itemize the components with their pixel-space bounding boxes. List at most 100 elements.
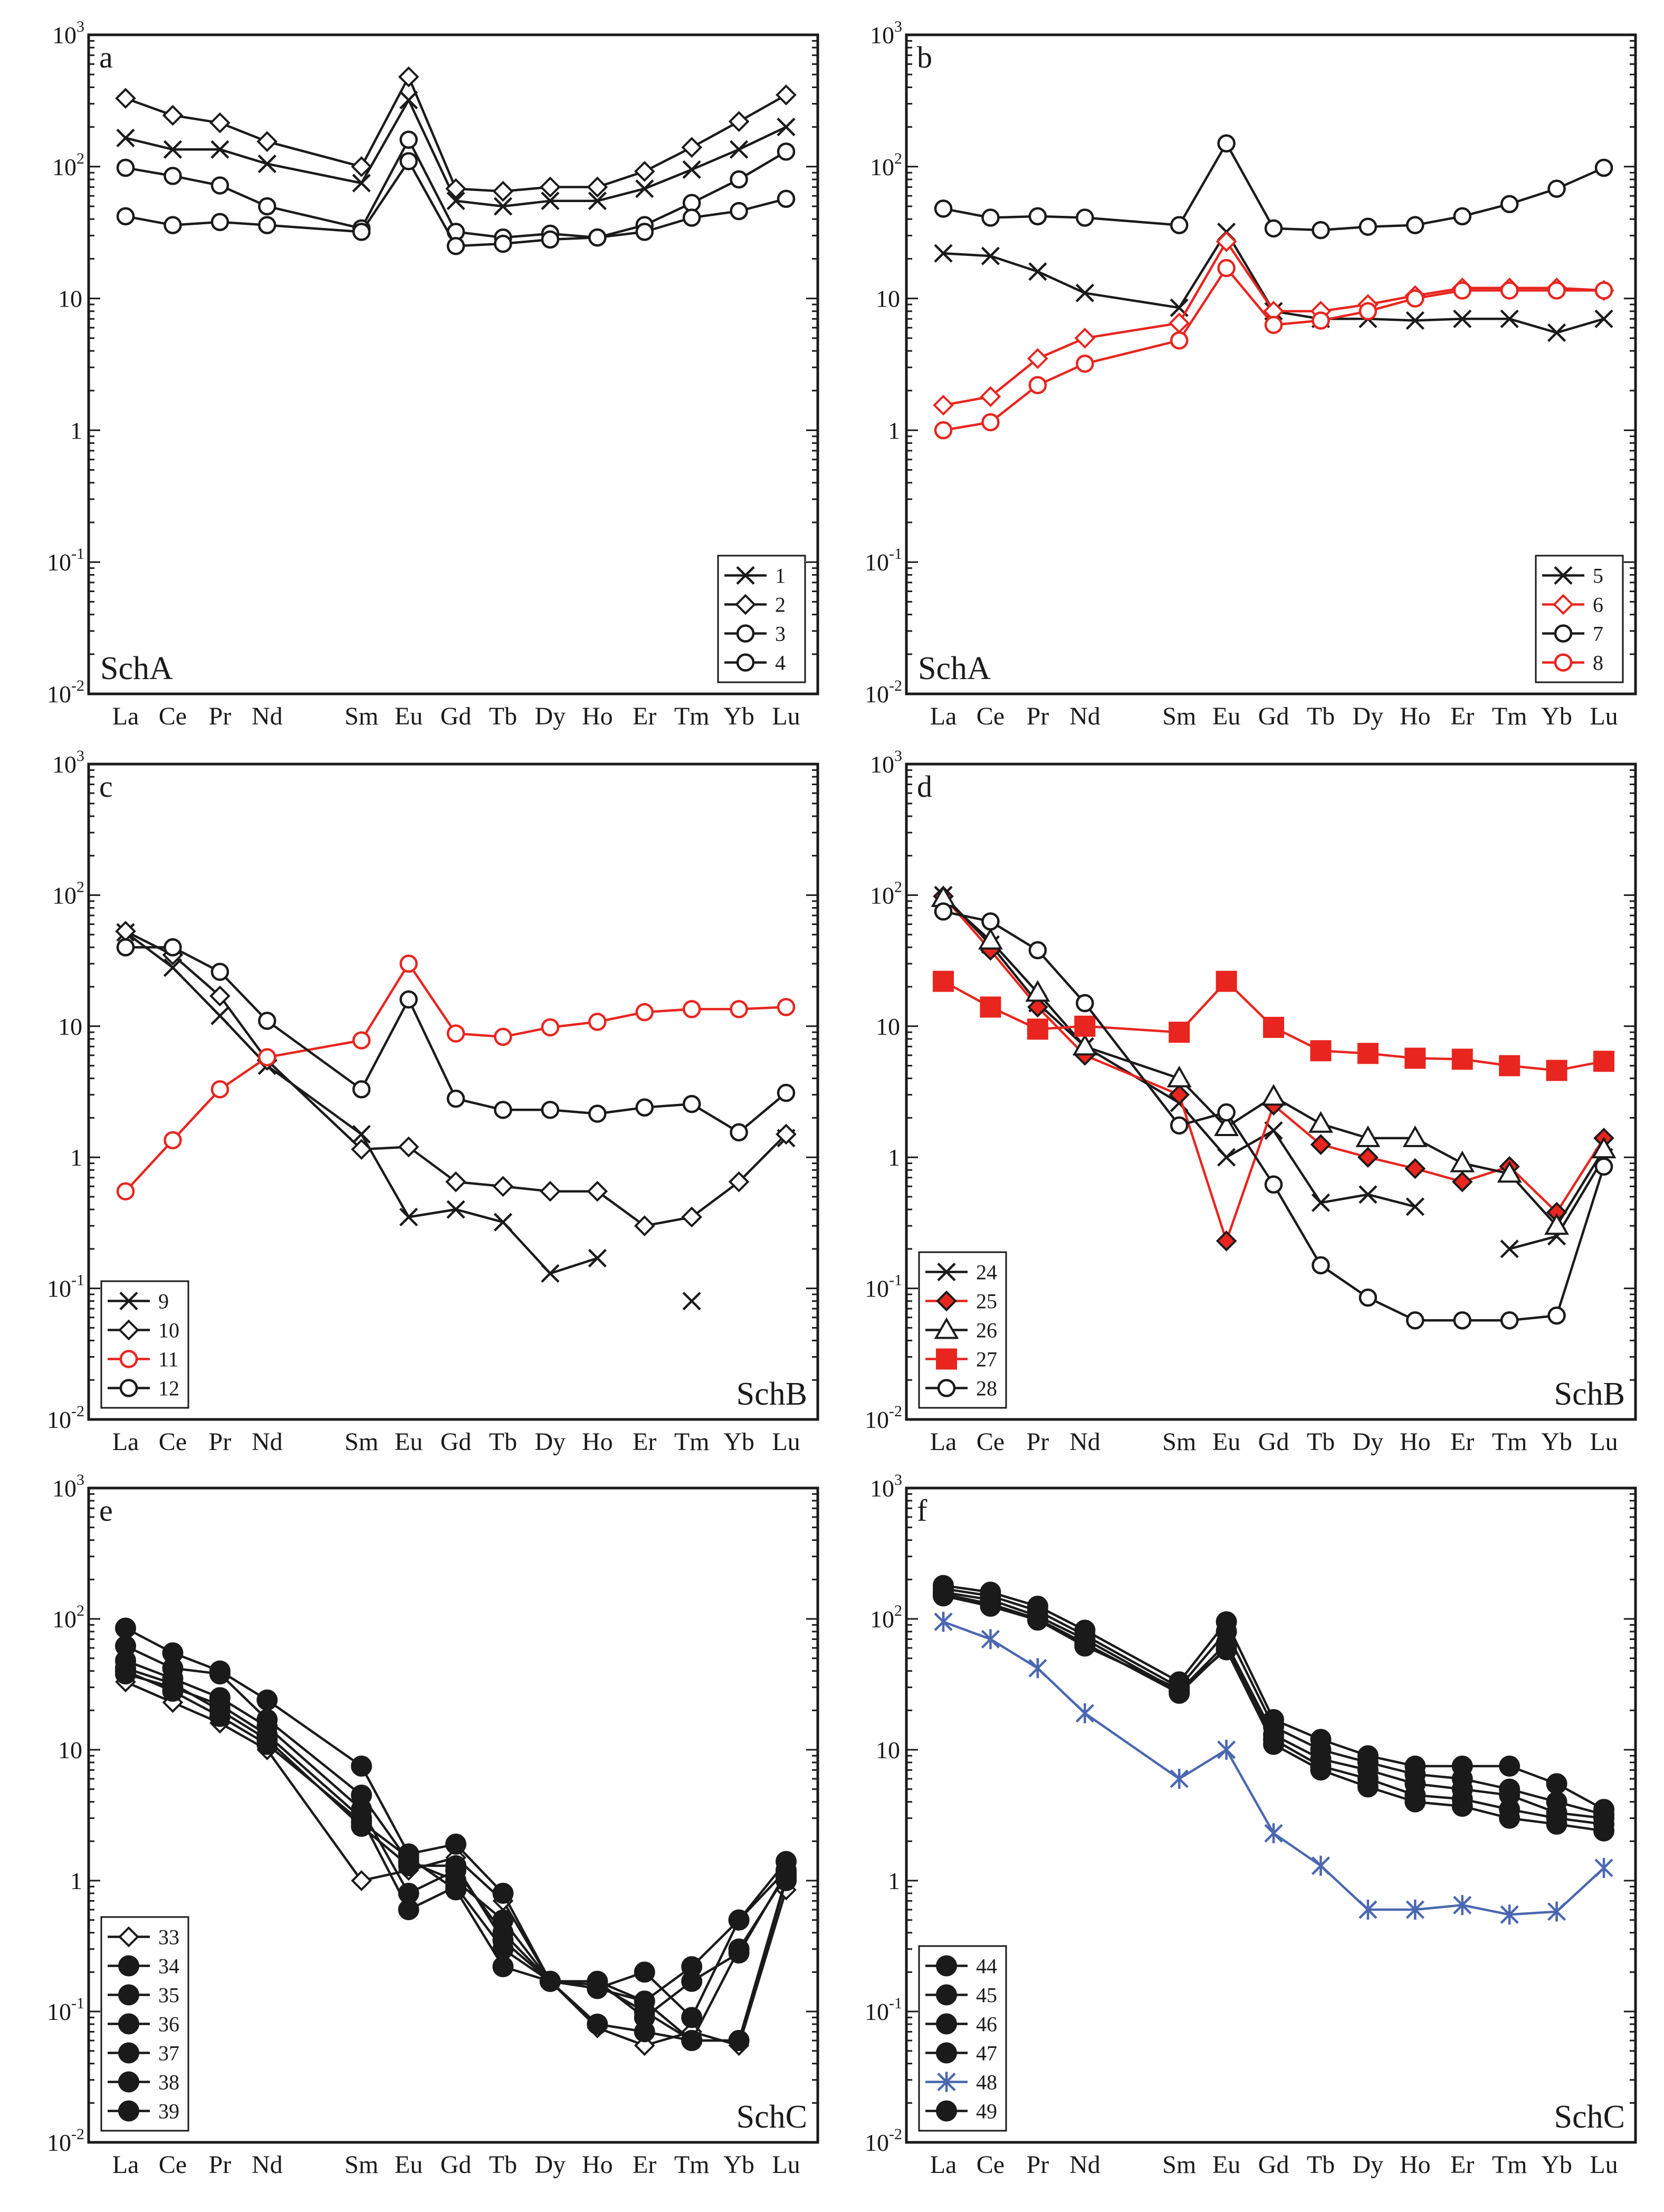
point-25-pr bbox=[1027, 996, 1048, 1018]
x-tick-label-dy: Dy bbox=[535, 1428, 566, 1456]
point-7-er bbox=[1453, 207, 1471, 226]
x-tick-label-lu: Lu bbox=[1590, 2151, 1618, 2179]
point-26-tm bbox=[1497, 1161, 1522, 1183]
legend-box bbox=[100, 1280, 189, 1409]
point-1-nd bbox=[257, 154, 276, 174]
x-tick-label-eu: Eu bbox=[1212, 702, 1240, 730]
point-39-gd bbox=[445, 1879, 466, 1901]
y-tick-exponent: -2 bbox=[889, 1403, 902, 1420]
legend-marker-36 bbox=[118, 2013, 139, 2035]
y-tick-label: 10 bbox=[58, 1013, 82, 1040]
point-7-ce bbox=[981, 208, 1000, 227]
point-26-tb bbox=[1308, 1111, 1333, 1133]
point-11-yb bbox=[730, 1000, 748, 1018]
x-tick-label-tb: Tb bbox=[1307, 702, 1335, 730]
point-49-dy bbox=[1357, 1776, 1379, 1798]
point-48-dy bbox=[1359, 1900, 1378, 1920]
x-tick-label-gd: Gd bbox=[1258, 2151, 1289, 2179]
y-tick-label: 102 bbox=[870, 878, 902, 909]
point-4-sm bbox=[352, 223, 371, 241]
point-9-tb bbox=[493, 1213, 513, 1232]
x-tick-label-la: La bbox=[112, 2151, 139, 2179]
point-7-yb bbox=[1547, 179, 1566, 198]
y-tick-label: 10 bbox=[58, 1737, 82, 1763]
y-tick-exponent: -1 bbox=[71, 1272, 84, 1289]
y-tick-label: 102 bbox=[870, 150, 902, 180]
y-tick-label: 10-1 bbox=[47, 1995, 84, 2025]
x-tick-label-tb: Tb bbox=[1307, 2151, 1335, 2179]
legend-label-48: 48 bbox=[976, 2071, 997, 2094]
point-48-eu bbox=[1217, 1740, 1236, 1760]
point-39-yb bbox=[728, 2030, 750, 2052]
point-27-er bbox=[1451, 1048, 1473, 1070]
series-1 bbox=[116, 91, 796, 216]
point-7-eu bbox=[1217, 134, 1236, 153]
x-tick-label-sm: Sm bbox=[345, 2151, 378, 2179]
legend-label-24: 24 bbox=[976, 1261, 997, 1284]
point-38-yb bbox=[728, 1942, 750, 1964]
x-tick-label-lu: Lu bbox=[772, 702, 800, 730]
point-27-ce bbox=[980, 996, 1001, 1018]
plot-frame bbox=[87, 1486, 819, 2144]
point-12-eu bbox=[399, 990, 418, 1009]
point-10-er bbox=[634, 1215, 655, 1236]
x-tick-label-er: Er bbox=[633, 2151, 656, 2179]
legend-marker-33 bbox=[118, 1926, 139, 1948]
x-tick-label-dy: Dy bbox=[1353, 2151, 1384, 2179]
series-39 bbox=[115, 1660, 797, 2052]
point-49-er bbox=[1451, 1796, 1473, 1817]
group-label: SchB bbox=[737, 1376, 807, 1412]
x-tick-label-ce: Ce bbox=[159, 2151, 187, 2179]
y-tick-label: 10-2 bbox=[865, 2125, 902, 2156]
y-tick-exponent: -2 bbox=[71, 677, 84, 694]
x-tick-label-eu: Eu bbox=[1212, 1428, 1240, 1456]
x-tick-label-lu: Lu bbox=[772, 2151, 800, 2179]
point-24-tm bbox=[1500, 1240, 1519, 1258]
x-tick-label-tm: Tm bbox=[1492, 702, 1527, 730]
plot-frame bbox=[905, 762, 1637, 1421]
y-tick-base: 10 bbox=[47, 549, 71, 576]
point-7-tm bbox=[1500, 195, 1519, 213]
x-tick-label-sm: Sm bbox=[1162, 1428, 1196, 1456]
point-11-nd bbox=[258, 1048, 276, 1066]
point-1-tb bbox=[493, 197, 513, 216]
point-26-yb bbox=[1544, 1213, 1570, 1235]
x-tick-label-tm: Tm bbox=[674, 1428, 710, 1456]
x-tick-label-nd: Nd bbox=[1069, 1428, 1101, 1456]
point-39-lu bbox=[776, 1867, 797, 1889]
point-35-yb bbox=[728, 1909, 750, 1931]
legend-marker-10 bbox=[118, 1319, 139, 1341]
x-tick-label-ho: Ho bbox=[1400, 2151, 1431, 2179]
point-49-tm bbox=[1499, 1807, 1520, 1829]
legend-marker-9 bbox=[119, 1291, 138, 1311]
point-4-ho bbox=[588, 228, 607, 247]
point-28-ce bbox=[981, 912, 1000, 931]
y-tick-base: 10 bbox=[52, 1475, 76, 1502]
legend-box bbox=[1535, 555, 1624, 683]
legend-marker-11 bbox=[119, 1350, 138, 1368]
point-9-ce bbox=[163, 958, 183, 977]
legend-marker-2 bbox=[735, 594, 756, 615]
point-27-sm bbox=[1169, 1022, 1190, 1043]
x-tick-label-gd: Gd bbox=[441, 2151, 472, 2179]
legend: 9 10 11 12 bbox=[100, 1280, 189, 1409]
point-25-eu bbox=[1216, 1230, 1237, 1252]
point-48-pr bbox=[1028, 1658, 1047, 1679]
y-tick-label: 1 bbox=[70, 1867, 82, 1894]
point-34-er bbox=[634, 1961, 655, 1983]
legend-marker-27 bbox=[936, 1348, 957, 1370]
point-4-nd bbox=[258, 216, 276, 234]
point-12-tb bbox=[494, 1101, 512, 1119]
point-49-sm bbox=[1169, 1679, 1190, 1700]
point-44-yb bbox=[1546, 1773, 1567, 1795]
y-tick-exponent: 3 bbox=[894, 747, 902, 765]
point-2-pr bbox=[209, 112, 231, 134]
point-25-er bbox=[1451, 1171, 1473, 1193]
x-tick-label-eu: Eu bbox=[395, 2151, 423, 2179]
point-27-eu bbox=[1216, 970, 1237, 992]
point-11-la bbox=[116, 1182, 135, 1200]
group-label: SchC bbox=[737, 2099, 807, 2135]
point-9-pr bbox=[211, 1006, 229, 1025]
point-28-eu bbox=[1217, 1103, 1236, 1122]
legend-marker-25 bbox=[936, 1290, 957, 1312]
